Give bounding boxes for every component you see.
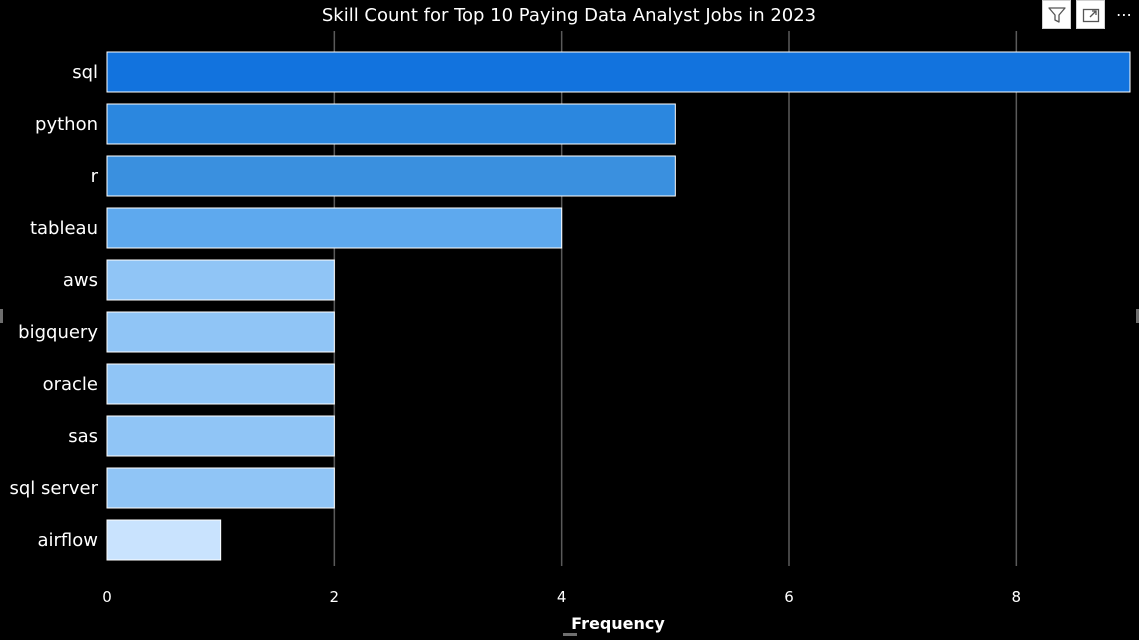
- bar-r[interactable]: [106, 155, 676, 197]
- more-options-icon: ⋯: [1116, 5, 1133, 24]
- category-label: aws: [63, 270, 98, 291]
- category-label: airflow: [37, 530, 98, 551]
- category-label: sas: [68, 426, 98, 447]
- resize-handle-right[interactable]: [1136, 309, 1139, 323]
- category-label: tableau: [30, 218, 98, 239]
- category-label: oracle: [43, 374, 98, 395]
- category-label: sql server: [9, 478, 98, 499]
- bar-python[interactable]: [106, 103, 676, 145]
- bar-sql[interactable]: [106, 51, 1131, 93]
- category-label: r: [91, 166, 99, 187]
- category-label: python: [35, 114, 98, 135]
- x-tick-labels: 0 2 4 6 8: [102, 588, 1021, 606]
- x-tick-label: 6: [784, 588, 794, 606]
- category-labels: sql python r tableau aws bigquery oracle sas sql…: [9, 62, 98, 551]
- bar-sas[interactable]: [106, 415, 335, 457]
- bar-bigquery[interactable]: [106, 311, 335, 353]
- category-label: sql: [72, 62, 98, 83]
- filter-button[interactable]: [1042, 0, 1071, 29]
- x-tick-label: 8: [1012, 588, 1022, 606]
- bar-aws[interactable]: [106, 259, 335, 301]
- more-options-button[interactable]: ⋯: [1110, 0, 1139, 29]
- chart-title: Skill Count for Top 10 Paying Data Analy…: [322, 5, 816, 26]
- resize-handle-left[interactable]: [0, 309, 3, 323]
- bar-oracle[interactable]: [106, 363, 335, 405]
- focus-mode-button[interactable]: [1076, 0, 1105, 29]
- bar-sql-server[interactable]: [106, 467, 335, 509]
- x-tick-label: 0: [102, 588, 112, 606]
- category-label: bigquery: [18, 322, 98, 343]
- bar-tableau[interactable]: [106, 207, 563, 249]
- x-tick-label: 2: [330, 588, 340, 606]
- visual-toolbar: ⋯: [1042, 0, 1139, 29]
- focus-mode-icon: [1082, 8, 1099, 22]
- filter-icon: [1047, 6, 1066, 23]
- bar-airflow[interactable]: [106, 519, 222, 561]
- bars: [106, 51, 1131, 561]
- resize-handle-bottom[interactable]: [563, 633, 577, 636]
- x-axis-title: Frequency: [571, 614, 665, 633]
- x-tick-label: 4: [557, 588, 567, 606]
